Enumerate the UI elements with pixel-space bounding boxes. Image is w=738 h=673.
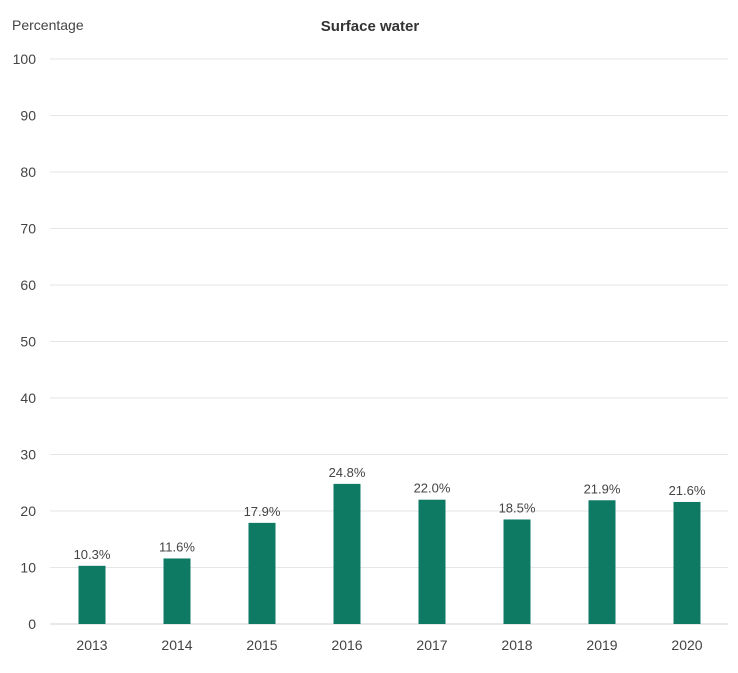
y-tick-label: 60 — [20, 277, 36, 293]
y-tick-label: 10 — [20, 560, 36, 576]
y-tick-label: 80 — [20, 164, 36, 180]
y-tick-label: 70 — [20, 221, 36, 237]
y-tick-label: 20 — [20, 503, 36, 519]
y-tick-label: 50 — [20, 334, 36, 350]
y-tick-label: 30 — [20, 447, 36, 463]
y-tick-label: 100 — [13, 51, 37, 67]
data-label-2015: 17.9% — [244, 504, 281, 519]
y-tick-label: 40 — [20, 390, 36, 406]
bars — [78, 483, 701, 624]
bar-2017 — [418, 499, 446, 624]
x-tick-label-2014: 2014 — [161, 637, 192, 653]
bar-2020 — [673, 501, 701, 624]
y-axis-ticks: 0 10 20 30 40 50 60 70 80 90 100 — [13, 51, 37, 632]
x-tick-label-2016: 2016 — [331, 637, 362, 653]
x-tick-label-2013: 2013 — [76, 637, 107, 653]
data-label-2017: 22.0% — [414, 481, 451, 496]
y-tick-label: 90 — [20, 108, 36, 124]
chart-title: Surface water — [321, 18, 420, 35]
grid-lines — [50, 58, 728, 625]
x-tick-label-2019: 2019 — [586, 637, 617, 653]
x-tick-label-2017: 2017 — [416, 637, 447, 653]
data-label-2013: 10.3% — [74, 547, 111, 562]
bar-2015 — [248, 522, 276, 624]
x-tick-label-2018: 2018 — [501, 637, 532, 653]
data-label-2018: 18.5% — [499, 500, 536, 515]
bar-2013 — [78, 565, 106, 624]
x-axis-ticks: 2013 2014 2015 2016 2017 2018 2019 2020 — [76, 637, 702, 653]
bar-2019 — [588, 500, 616, 624]
data-label-2016: 24.8% — [329, 465, 366, 480]
data-label-2019: 21.9% — [584, 481, 621, 496]
data-label-2020: 21.6% — [669, 483, 706, 498]
x-tick-label-2015: 2015 — [246, 637, 277, 653]
y-axis-label: Percentage — [12, 17, 84, 33]
data-labels: 10.3% 11.6% 17.9% 24.8% 22.0% 18.5% 21.9% 21.6% — [74, 465, 706, 562]
bar-2018 — [503, 519, 531, 624]
x-tick-label-2020: 2020 — [671, 637, 702, 653]
y-tick-label: 0 — [28, 616, 36, 632]
data-label-2014: 11.6% — [159, 539, 195, 554]
bar-2014 — [163, 558, 191, 624]
bar-2016 — [333, 483, 361, 624]
